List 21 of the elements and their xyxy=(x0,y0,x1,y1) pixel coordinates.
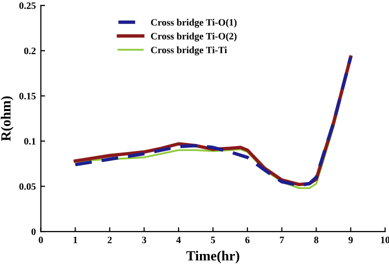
x-tick-label: 6 xyxy=(245,236,250,244)
legend-label: Cross bridge Ti-Ti xyxy=(151,46,227,56)
legend-label: Cross bridge Ti-O(2) xyxy=(151,32,237,42)
y-tick-label: 0.2 xyxy=(24,48,36,54)
y-tick-label: 0.15 xyxy=(19,92,36,100)
x-tick-label: 9 xyxy=(348,236,353,244)
y-tick-label: 0.25 xyxy=(19,2,36,9)
y-tick-label: 0 xyxy=(31,228,36,235)
y-tick-label: 0.1 xyxy=(24,138,36,145)
x-tick-label: 0 xyxy=(38,236,43,244)
y-axis-title: R(ohm) xyxy=(0,96,14,142)
x-tick-label: 2 xyxy=(108,236,112,244)
x-tick-label: 7 xyxy=(280,236,284,244)
x-tick-label: 5 xyxy=(210,236,216,244)
x-tick-label: 4 xyxy=(176,236,181,244)
x-tick-label: 8 xyxy=(314,236,318,244)
x-axis-title: Time(hr) xyxy=(186,250,240,264)
x-tick-label: 3 xyxy=(142,236,146,244)
legend-label: Cross bridge Ti-O(1) xyxy=(151,18,237,28)
y-tick-label: 0.05 xyxy=(19,183,36,190)
x-tick-label: 1 xyxy=(74,236,78,244)
